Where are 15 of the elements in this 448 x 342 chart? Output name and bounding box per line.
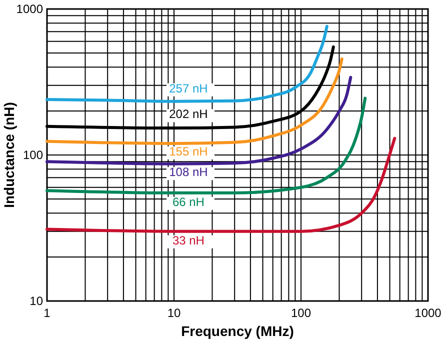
series-label: 66 nH [172,194,204,209]
x-axis-title: Frequency (MHz) [181,323,294,339]
y-tick-label: 10 [30,294,44,308]
series-label: 155 nH [169,144,208,158]
x-tick-label: 1000 [414,306,442,320]
series-label: 202 nH [169,107,208,122]
y-tick-label: 100 [22,148,44,162]
x-tick-label: 100 [290,306,312,320]
series-label: 257 nH [169,81,208,96]
x-tick-label: 1 [44,306,51,320]
y-axis-title: Inductance (nH) [1,102,17,208]
x-tick-label: 10 [167,306,181,320]
series-label: 33 nH [172,233,204,248]
y-tick-label: 1000 [16,2,44,16]
series-label: 108 nH [169,165,208,180]
